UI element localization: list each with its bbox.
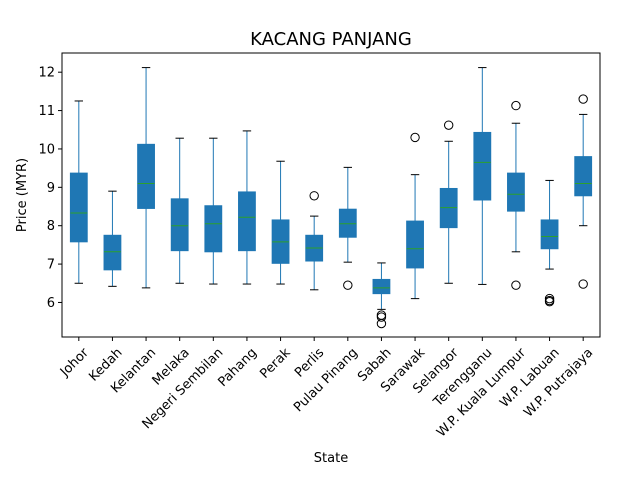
box-iqr — [137, 143, 155, 209]
chart-title: KACANG PANJANG — [250, 29, 412, 50]
x-axis-label: State — [314, 451, 348, 466]
outlier-point — [544, 296, 555, 307]
box-iqr — [473, 131, 492, 201]
box-iqr — [372, 278, 391, 295]
box-iqr — [574, 156, 593, 197]
y-tick-label: 8 — [47, 219, 55, 234]
axes-frame — [61, 52, 601, 338]
box-iqr — [540, 219, 559, 250]
outlier-point — [578, 279, 588, 289]
outlier-point — [511, 280, 521, 290]
outlier-point — [343, 280, 353, 290]
y-tick-label: 10 — [38, 142, 55, 157]
box-iqr — [338, 208, 357, 238]
y-tick-label: 12 — [38, 66, 55, 81]
box-iqr — [69, 172, 88, 243]
box-iqr — [238, 191, 256, 252]
box-iqr — [103, 234, 122, 271]
box-iqr — [170, 198, 189, 252]
box-iqr — [406, 220, 424, 269]
outlier-point — [376, 318, 387, 329]
box-iqr — [507, 172, 525, 212]
outlier-point — [511, 100, 521, 111]
outlier-point — [309, 191, 319, 201]
outlier-point — [443, 120, 454, 130]
y-tick-label: 7 — [47, 258, 55, 273]
y-tick-label: 9 — [47, 181, 55, 196]
box-iqr — [204, 205, 223, 253]
outlier-point — [410, 132, 420, 143]
outlier-point — [578, 94, 588, 104]
y-tick-label: 11 — [38, 104, 55, 119]
outlier-point — [376, 312, 387, 322]
y-tick-label: 6 — [47, 296, 55, 311]
y-axis-label: Price (MYR) — [15, 158, 30, 232]
